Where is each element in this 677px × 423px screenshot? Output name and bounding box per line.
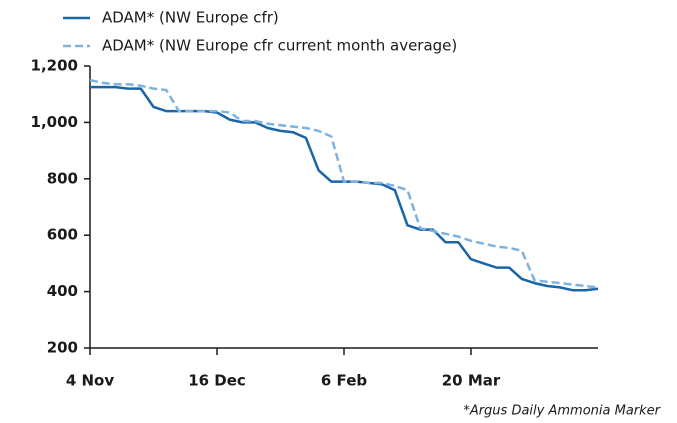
y-tick-label: 1,000 bbox=[31, 113, 78, 131]
y-tick-label: 600 bbox=[47, 226, 78, 244]
series-line bbox=[89, 78, 599, 289]
footnote: *Argus Daily Ammonia Marker bbox=[463, 404, 661, 419]
y-tick-label: 1,200 bbox=[31, 57, 78, 75]
y-tick-label: 400 bbox=[47, 282, 78, 300]
x-tick-label: 16 Dec bbox=[188, 372, 246, 390]
legend-label: ADAM* (NW Europe cfr current month avera… bbox=[102, 37, 457, 55]
x-tick-label: 20 Mar bbox=[442, 372, 501, 390]
series-line bbox=[90, 85, 599, 292]
y-tick-label: 800 bbox=[47, 169, 78, 187]
y-tick-label: 200 bbox=[47, 339, 78, 357]
x-tick-label: 4 Nov bbox=[66, 372, 115, 390]
x-tick-label: 6 Feb bbox=[321, 372, 367, 390]
legend-label: ADAM* (NW Europe cfr) bbox=[102, 9, 279, 27]
